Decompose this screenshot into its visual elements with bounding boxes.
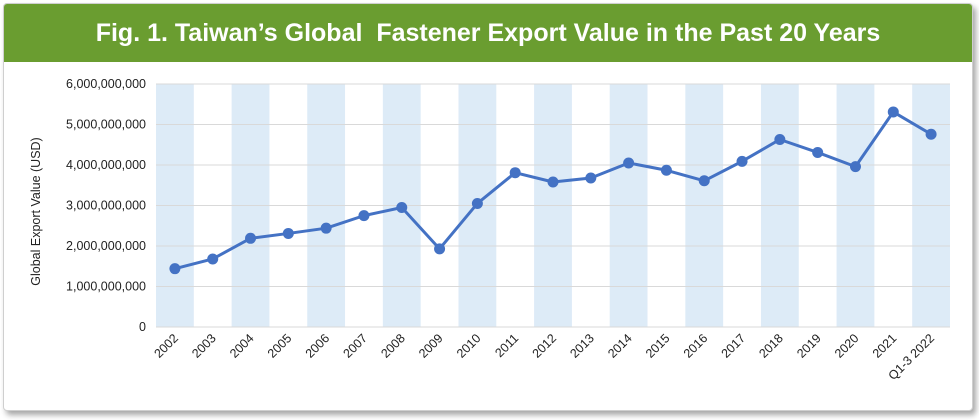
x-tick-label: 2012 bbox=[530, 331, 560, 361]
data-point bbox=[623, 157, 635, 169]
data-point bbox=[774, 133, 786, 145]
y-axis-ticks: 0 1,000,000,000 2,000,000,000 3,000,000,000… bbox=[66, 77, 146, 334]
y-tick-label: 0 bbox=[139, 320, 146, 334]
data-point bbox=[736, 155, 748, 167]
chart-card: Fig. 1. Taiwan’s Global Fastener Export … bbox=[3, 3, 973, 411]
x-tick-label: 2020 bbox=[832, 331, 862, 361]
x-tick-label: 2013 bbox=[567, 331, 597, 361]
data-point bbox=[396, 202, 408, 214]
data-point bbox=[812, 146, 824, 158]
gridlines bbox=[156, 83, 950, 328]
series-line-group bbox=[169, 106, 937, 275]
y-tick-label: 1,000,000,000 bbox=[66, 280, 146, 294]
x-tick-label: 2017 bbox=[719, 331, 749, 361]
y-tick-label: 6,000,000,000 bbox=[66, 77, 146, 91]
data-point bbox=[471, 197, 483, 209]
data-point bbox=[320, 222, 332, 234]
data-point bbox=[358, 210, 370, 222]
data-point bbox=[660, 164, 672, 176]
data-point bbox=[887, 106, 899, 118]
x-tick-label: 2002 bbox=[151, 331, 181, 361]
x-tick-label: 2005 bbox=[265, 331, 295, 361]
x-tick-label: 2016 bbox=[681, 331, 711, 361]
y-tick-label: 4,000,000,000 bbox=[66, 158, 146, 172]
title-bar: Fig. 1. Taiwan’s Global Fastener Export … bbox=[4, 4, 972, 62]
x-tick-label: 2007 bbox=[341, 331, 371, 361]
y-axis-title: Global Export Value (USD) bbox=[29, 137, 43, 285]
data-point bbox=[245, 232, 257, 244]
data-point bbox=[282, 227, 294, 239]
x-tick-label: 2010 bbox=[454, 331, 484, 361]
y-tick-label: 2,000,000,000 bbox=[66, 239, 146, 253]
x-tick-label: 2014 bbox=[605, 331, 635, 361]
data-point bbox=[207, 253, 219, 265]
data-point bbox=[547, 176, 559, 188]
x-tick-label: 2011 bbox=[492, 331, 521, 360]
y-tick-label: 3,000,000,000 bbox=[66, 199, 146, 213]
x-tick-label: 2015 bbox=[643, 331, 673, 361]
x-tick-label: 2004 bbox=[227, 331, 257, 361]
data-point bbox=[849, 161, 861, 173]
x-axis-ticks: 2002 2003 2004 2005 2006 2007 2008 2009 2010 2011… bbox=[151, 331, 937, 383]
data-point bbox=[925, 128, 937, 140]
data-point bbox=[585, 172, 597, 184]
chart-title: Fig. 1. Taiwan’s Global Fastener Export … bbox=[95, 18, 881, 47]
x-tick-label: 2008 bbox=[378, 331, 408, 361]
line-chart: 0 1,000,000,000 2,000,000,000 3,000,000,000… bbox=[29, 77, 950, 383]
data-point bbox=[698, 175, 710, 187]
data-point bbox=[434, 243, 446, 255]
x-tick-label: 2009 bbox=[416, 331, 446, 361]
data-point bbox=[509, 167, 521, 179]
x-tick-label: 2018 bbox=[756, 331, 786, 361]
data-point bbox=[169, 263, 181, 275]
x-tick-label: 2021 bbox=[870, 331, 900, 361]
y-tick-label: 5,000,000,000 bbox=[66, 118, 146, 132]
x-tick-label: 2003 bbox=[189, 331, 219, 361]
x-tick-label: 2019 bbox=[794, 331, 824, 361]
x-tick-label: 2006 bbox=[303, 331, 333, 361]
